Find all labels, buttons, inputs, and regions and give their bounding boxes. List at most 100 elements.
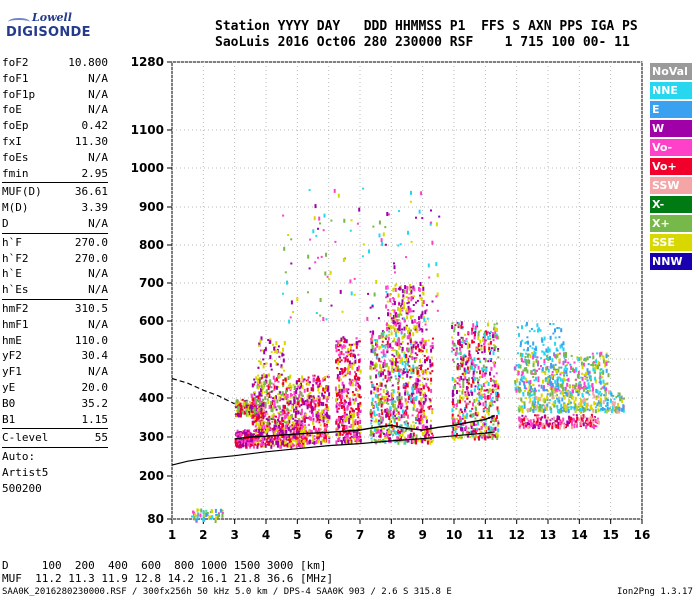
echo-point (461, 417, 464, 420)
echo-point (357, 385, 359, 388)
echo-point (398, 401, 401, 406)
echo-point (278, 374, 281, 379)
echo-point (541, 350, 544, 353)
echo-point (367, 292, 370, 295)
echo-point (382, 401, 385, 404)
echo-point (554, 368, 557, 371)
echo-point (235, 413, 238, 416)
echo-point (388, 395, 391, 398)
echo-point (298, 405, 301, 408)
echo-point (493, 420, 496, 423)
echo-point (292, 429, 295, 434)
echo-point (398, 392, 401, 397)
echo-point (258, 414, 261, 419)
echo-point (568, 385, 571, 388)
echo-point (521, 414, 524, 417)
echo-point (543, 404, 546, 409)
echo-point (320, 412, 323, 417)
echo-point (397, 411, 400, 414)
echo-point (326, 425, 328, 428)
echo-point (587, 384, 590, 389)
param-value: 55 (94, 431, 108, 445)
echo-point (282, 381, 285, 386)
echo-point (562, 361, 565, 366)
echo-point (463, 339, 466, 344)
echo-point (556, 404, 559, 409)
echo-point (420, 343, 423, 346)
echo-point (523, 385, 526, 389)
echo-point (466, 378, 469, 381)
echo-point (588, 423, 591, 426)
echo-point (264, 412, 267, 417)
echo-point (351, 355, 354, 358)
echo-point (595, 395, 598, 398)
echo-point (258, 379, 261, 384)
echo-point (412, 388, 415, 393)
echo-point (370, 440, 373, 443)
echo-point (620, 395, 623, 398)
echo-point (490, 379, 493, 382)
echo-point (599, 368, 602, 371)
echo-point (493, 434, 496, 437)
echo-point (430, 428, 433, 433)
echo-point (389, 314, 392, 317)
echo-point (306, 394, 309, 399)
echo-point (293, 408, 296, 413)
echo-point (471, 414, 474, 417)
echo-point (472, 327, 475, 330)
echo-point (489, 371, 491, 376)
echo-point (526, 341, 528, 344)
echo-point (521, 418, 524, 423)
echo-point (594, 419, 597, 423)
echo-point (493, 417, 496, 422)
echo-point (530, 328, 533, 330)
echo-point (530, 423, 533, 426)
echo-point (271, 420, 274, 423)
echo-point (313, 435, 316, 438)
echo-point (547, 376, 550, 379)
echo-point (429, 440, 432, 445)
echo-point (305, 416, 308, 419)
echo-point (421, 396, 424, 399)
echo-point (466, 359, 469, 364)
echo-point (535, 347, 538, 352)
echo-point (255, 399, 257, 403)
echo-point (401, 402, 404, 407)
echo-point (416, 416, 419, 421)
echo-point (359, 410, 362, 413)
echo-point (273, 388, 276, 391)
echo-point (384, 437, 387, 439)
echo-point (523, 404, 526, 409)
echo-point (268, 380, 271, 385)
echo-point (461, 396, 464, 401)
echo-point (273, 403, 276, 408)
param-name: yF1 (2, 365, 22, 379)
echo-point (322, 416, 325, 419)
echo-point (548, 379, 551, 382)
echo-point (336, 410, 339, 413)
echo-point (302, 417, 305, 419)
echo-point (547, 346, 550, 351)
echo-point (532, 376, 535, 378)
echo-point (289, 416, 292, 421)
echo-point (558, 327, 561, 329)
echo-point (576, 391, 579, 393)
echo-point (312, 436, 315, 441)
echo-point (594, 366, 597, 371)
echo-point (460, 344, 463, 349)
echo-point (558, 399, 561, 404)
echo-point (477, 421, 479, 426)
echo-point (583, 357, 586, 360)
echo-point (583, 398, 586, 403)
echo-point (554, 328, 556, 333)
echo-point (571, 395, 574, 400)
echo-point (589, 376, 592, 381)
echo-point (348, 343, 351, 346)
echo-point (244, 429, 247, 432)
echo-point (237, 407, 240, 410)
echo-point (451, 336, 453, 339)
echo-point (490, 366, 493, 371)
echo-point (485, 331, 488, 336)
echo-point (267, 392, 270, 397)
echo-point (497, 422, 500, 425)
